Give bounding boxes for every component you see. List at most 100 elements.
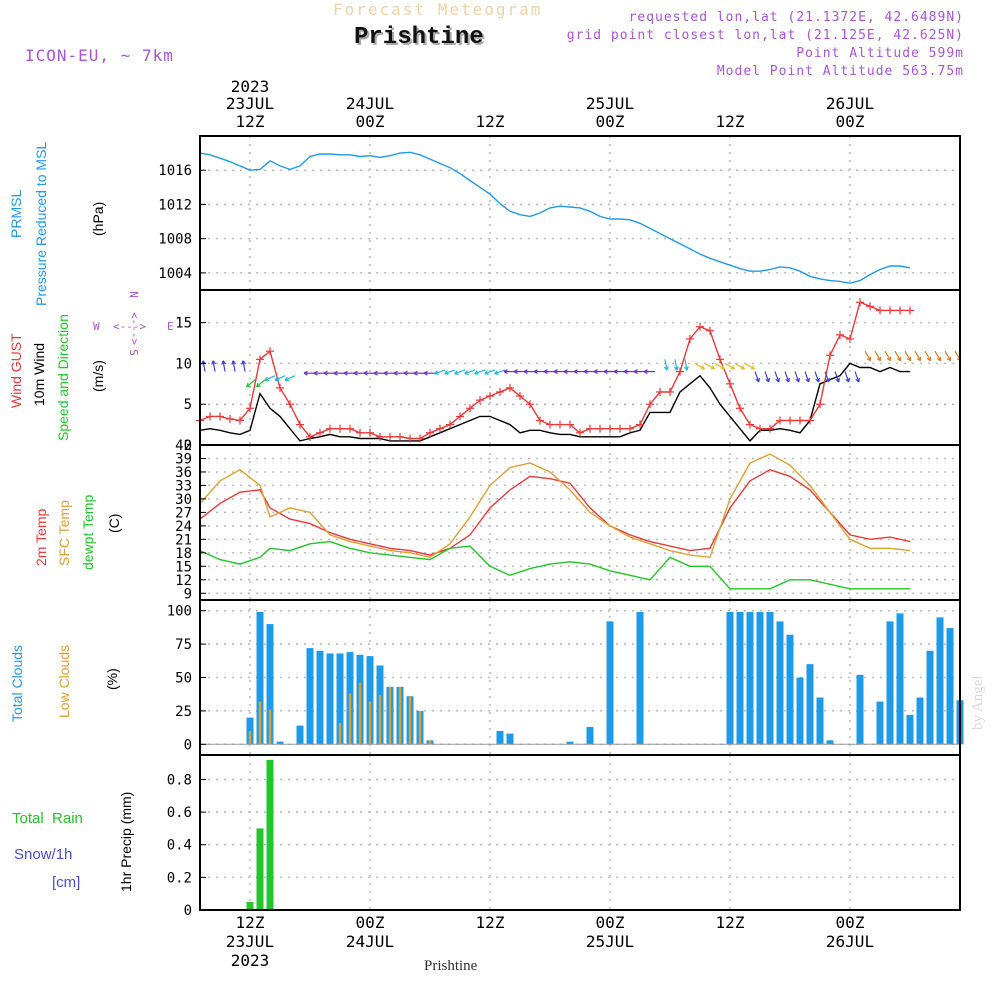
- series-line: [199, 362, 910, 442]
- wind-direction-arrow: [323, 370, 335, 376]
- wind-direction-arrow: [744, 362, 756, 370]
- total-cloud-bar: [856, 674, 864, 745]
- panel-frame: [199, 444, 961, 601]
- data-layer: [196, 151, 964, 910]
- wind-direction-arrow: [553, 369, 565, 375]
- gust-marker: [616, 424, 624, 433]
- time-label-top: 12Z: [716, 112, 745, 131]
- wind-direction-arrow: [593, 369, 605, 375]
- gust-marker: [566, 420, 574, 429]
- wind-direction-arrow: [246, 379, 256, 388]
- wind-direction-arrow: [363, 370, 375, 376]
- wind-direction-arrow: [714, 362, 726, 370]
- gust-marker: [776, 416, 784, 425]
- wind-direction-arrow: [864, 350, 872, 362]
- gust-marker: [876, 306, 884, 315]
- series-line: [199, 468, 911, 556]
- gust-marker: [526, 400, 534, 409]
- gust-marker: [476, 396, 484, 405]
- wind-direction-arrow: [454, 369, 466, 375]
- total-cloud-bar: [886, 621, 894, 745]
- wind-direction-arrow: [894, 350, 902, 362]
- total-cloud-bar: [566, 741, 574, 745]
- wind-direction-arrow: [264, 375, 276, 382]
- low-cloud-bar: [258, 701, 262, 745]
- gust-marker: [256, 355, 264, 364]
- gridpoint-coords: grid point closest lon,lat (21.125E, 42.…: [566, 28, 964, 43]
- precip-bar: [266, 759, 274, 910]
- wind-direction-arrow: [313, 370, 325, 376]
- wind-direction-arrow: [523, 369, 535, 375]
- gust-marker: [496, 387, 504, 396]
- total-cloud-bar: [296, 725, 304, 745]
- wind-direction-arrow: [413, 370, 425, 376]
- wind-direction-arrow: [683, 359, 689, 371]
- gust-marker: [636, 420, 644, 429]
- gust-marker: [826, 351, 834, 360]
- total-cloud-bar: [606, 621, 614, 745]
- total-cloud-bar: [906, 714, 914, 745]
- gust-marker: [346, 424, 354, 433]
- wind-direction-arrow: [464, 369, 476, 375]
- wind-direction-arrow: [834, 371, 840, 383]
- y-tick-label: 0.2: [167, 870, 192, 886]
- gust-marker: [846, 334, 854, 343]
- wind-direction-arrow: [393, 370, 405, 376]
- gust-marker: [396, 432, 404, 441]
- requested-coords: requested lon,lat (21.1372E, 42.6489N): [628, 10, 964, 25]
- gust-marker: [486, 392, 494, 401]
- wind-direction-arrow: [924, 350, 932, 362]
- wind-direction-arrow: [844, 371, 850, 383]
- wind-direction-arrow: [303, 370, 315, 376]
- y-tick-label: 0.8: [167, 772, 192, 788]
- gust-marker: [696, 322, 704, 331]
- time-label-bottom: 00Z: [836, 913, 865, 932]
- wind-direction-arrow: [633, 369, 645, 375]
- total-cloud-bar: [776, 621, 784, 745]
- y-tick-label: 100: [167, 604, 192, 620]
- total-cloud-bar: [726, 612, 734, 745]
- y-tick-label: 18: [175, 546, 192, 562]
- time-label-bottom: 12Z: [716, 913, 745, 932]
- total-cloud-bar: [756, 612, 764, 745]
- low-cloud-bar: [268, 709, 272, 745]
- gust-marker: [646, 400, 654, 409]
- axis-layer: 1004100810121016051015912151821242730333…: [158, 77, 961, 970]
- wind-direction-arrow: [284, 375, 296, 382]
- wind-direction-arrow: [814, 371, 820, 383]
- low-cloud-bar: [358, 682, 362, 745]
- total-cloud-bar: [586, 726, 594, 745]
- wind-direction-arrow: [874, 350, 882, 362]
- y-tick-label: 1004: [158, 266, 192, 282]
- gust-marker: [746, 420, 754, 429]
- panel-frame: [199, 135, 961, 291]
- wind-direction-arrow: [764, 371, 770, 383]
- total-cloud-bar: [806, 664, 814, 745]
- gust-marker: [716, 355, 724, 364]
- total-cloud-bar: [266, 624, 274, 745]
- total-cloud-bar: [936, 617, 944, 745]
- wind-direction-arrow: [513, 369, 525, 375]
- gust-marker: [906, 306, 914, 315]
- gust-marker: [376, 432, 384, 441]
- wind-direction-arrow: [383, 370, 395, 376]
- time-label-top: 24JUL: [346, 94, 394, 113]
- gust-marker: [886, 306, 894, 315]
- wind-direction-arrow: [794, 371, 800, 383]
- time-label-top: 2023: [231, 77, 270, 96]
- gust-marker: [556, 420, 564, 429]
- wind-direction-arrow: [231, 360, 237, 372]
- wind-direction-arrow: [543, 369, 555, 375]
- compass-west: W: [93, 320, 100, 333]
- time-label-bottom: 00Z: [596, 913, 625, 932]
- total-cloud-bar: [496, 730, 504, 745]
- gust-marker: [856, 298, 864, 307]
- y-tick-label: 39: [175, 451, 192, 467]
- compass-east: E: [167, 320, 174, 333]
- wind-direction-arrow: [854, 371, 860, 383]
- wind-direction-arrow: [754, 371, 760, 383]
- gust-marker: [276, 383, 284, 392]
- wind-direction-arrow: [573, 369, 585, 375]
- wind-direction-arrow: [423, 370, 435, 376]
- time-label-top: 00Z: [596, 112, 625, 131]
